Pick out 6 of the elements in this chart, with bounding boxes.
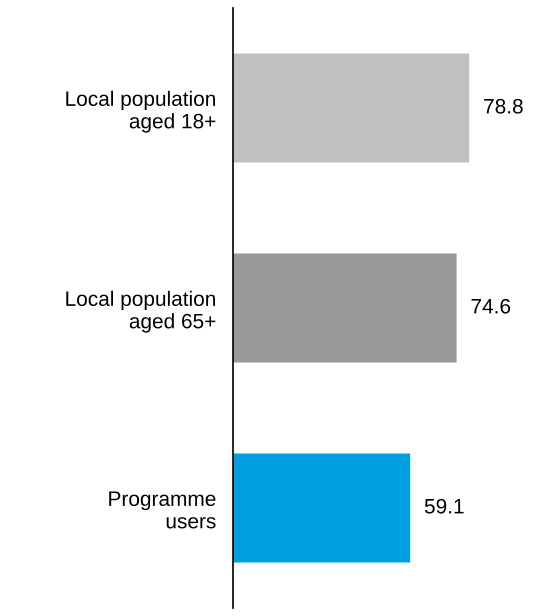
y-tick-label: Local population aged 18+ bbox=[66, 90, 216, 133]
data-label: 59.1 bbox=[424, 498, 464, 514]
data-label: 74.6 bbox=[472, 298, 510, 314]
y-tick-label: Local population aged 65+ bbox=[66, 290, 216, 333]
data-label: 78.8 bbox=[484, 98, 523, 114]
y-tick-label: Programme users bbox=[109, 492, 216, 528]
